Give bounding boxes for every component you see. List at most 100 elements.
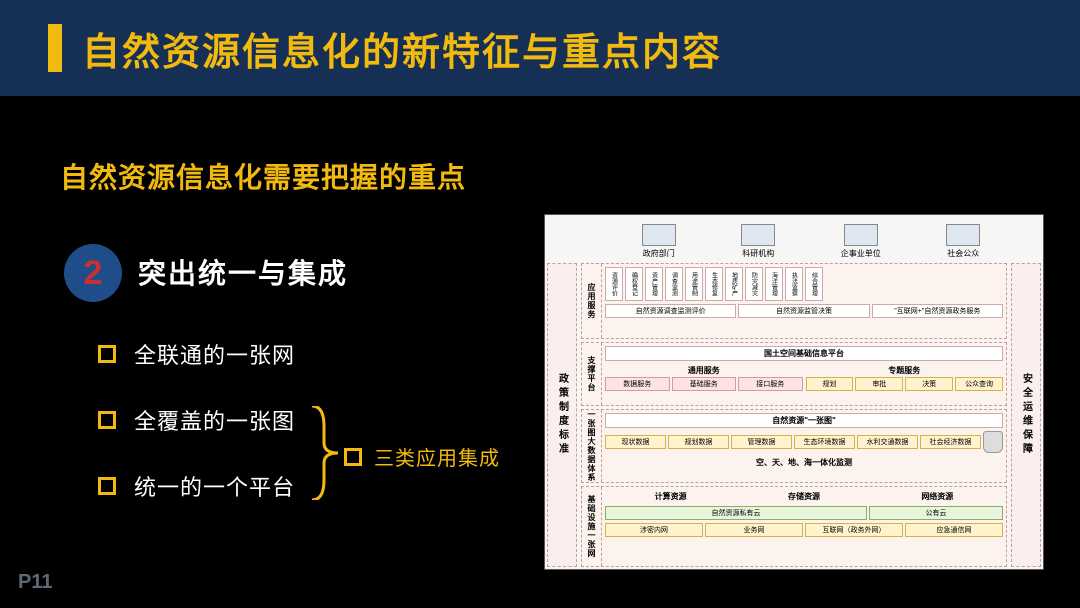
bullet-square-icon [98, 477, 116, 495]
actor-label: 社会公众 [947, 249, 979, 258]
chip: 业务网 [705, 523, 803, 537]
chip: 自然资源调查监测评价 [605, 304, 736, 318]
cloud-box: 自然资源私有云 [605, 506, 867, 520]
bullet-text: 统一的一个平台 [134, 470, 295, 502]
slide: 自然资源信息化的新特征与重点内容 自然资源信息化需要把握的重点 2 突出统一与集… [0, 0, 1080, 608]
aside-text: 三类应用集成 [374, 442, 500, 471]
subgroup: 专题服务 规划 审批 决策 公众查询 [806, 364, 1004, 391]
half-row: 通用服务 数据服务 基础服务 接口服务 专题服务 [605, 364, 1003, 391]
subtitle: 自然资源信息化需要把握的重点 [60, 156, 466, 196]
chip: 基础服务 [672, 377, 737, 391]
chip: 涉密内网 [605, 523, 703, 537]
layer-body: 国土空间基础信息平台 通用服务 数据服务 基础服务 接口服务 [602, 343, 1006, 405]
chip: "互联网+"自然资源政务服务 [872, 304, 1003, 318]
chip: 调查监测 [665, 267, 683, 301]
chip: 用途管制 [685, 267, 703, 301]
layer-title: 自然资源"一张图" [605, 413, 1003, 428]
architecture-diagram: 政府部门 科研机构 企事业单位 社会公众 政策制度标准 应用服务 资源评价 确权… [544, 214, 1044, 570]
diagram-center: 应用服务 资源评价 确权登记 资产管理 调查监测 用途管制 生态修复 地质矿产 … [579, 261, 1009, 569]
left-pillar: 政策制度标准 [547, 263, 577, 567]
bullet-square-icon [98, 411, 116, 429]
diagram-actors-row: 政府部门 科研机构 企事业单位 社会公众 [545, 215, 1043, 261]
chip: 数据服务 [605, 377, 670, 391]
page-number: P11 [18, 571, 52, 594]
layer-footer: 空、天、地、海一体化监测 [605, 456, 1003, 469]
database-icon [983, 431, 1003, 453]
layer-label: 支撑平台 [582, 343, 602, 405]
actor-label: 政府部门 [643, 249, 675, 258]
layer-body: 计算资源 存储资源 网络资源 自然资源私有云 公有云 涉密内网 业务网 [602, 487, 1006, 566]
bullet-item: 统一的一个平台 [98, 470, 295, 502]
subgroup-title: 通用服务 [605, 364, 803, 377]
actor: 政府部门 [642, 224, 676, 259]
bullet-square-icon [344, 448, 362, 466]
actor-label: 科研机构 [742, 249, 774, 258]
cloud-box: 公有云 [869, 506, 1003, 520]
point-number-badge: 2 [64, 244, 122, 302]
subgroup-title: 专题服务 [806, 364, 1004, 377]
chip: 互联网（政务外网） [805, 523, 903, 537]
actor: 科研机构 [741, 224, 775, 259]
header: 自然资源信息化的新特征与重点内容 [0, 0, 1080, 96]
chip-row: 规划 审批 决策 公众查询 [806, 377, 1004, 391]
chip: 地质矿产 [725, 267, 743, 301]
chip-row: 自然资源私有云 公有云 [605, 506, 1003, 520]
bullet-item: 全覆盖的一张图 [98, 404, 295, 436]
chip: 社会经济数据 [920, 435, 981, 449]
bullet-square-icon [98, 345, 116, 363]
point-title: 突出统一与集成 [138, 252, 348, 292]
chip-row: 计算资源 存储资源 网络资源 [605, 490, 1003, 503]
right-pillar: 安全运维保障 [1011, 263, 1041, 567]
chip-row: 涉密内网 业务网 互联网（政务外网） 应急通信网 [605, 523, 1003, 537]
bullet-text: 全联通的一张网 [134, 338, 295, 370]
chip: 防灾减灾 [745, 267, 763, 301]
chip: 确权登记 [625, 267, 643, 301]
chip: 海洋管理 [765, 267, 783, 301]
layer-platform: 支撑平台 国土空间基础信息平台 通用服务 数据服务 基础服务 接口服务 [581, 342, 1007, 406]
resource-head: 计算资源 [605, 490, 736, 503]
layer-app-services: 应用服务 资源评价 确权登记 资产管理 调查监测 用途管制 生态修复 地质矿产 … [581, 263, 1007, 339]
layer-body: 自然资源"一张图" 现状数据 规划数据 管理数据 生态环境数据 水利交通数据 社… [602, 410, 1006, 482]
layer-label: 应用服务 [582, 264, 602, 338]
chip: 水利交通数据 [857, 435, 918, 449]
chip: 自然资源监管决策 [738, 304, 869, 318]
resource-head: 网络资源 [872, 490, 1003, 503]
chip: 资源评价 [605, 267, 623, 301]
chip: 生态环境数据 [794, 435, 855, 449]
actor-icon [844, 224, 878, 246]
chip: 资产管理 [645, 267, 663, 301]
resource-head: 存储资源 [738, 490, 869, 503]
chip: 现状数据 [605, 435, 666, 449]
actor: 企事业单位 [841, 224, 881, 259]
chip-row: 数据服务 基础服务 接口服务 [605, 377, 803, 391]
actor-icon [642, 224, 676, 246]
layer-title: 国土空间基础信息平台 [605, 346, 1003, 361]
actor-icon [946, 224, 980, 246]
slide-title: 自然资源信息化的新特征与重点内容 [82, 21, 722, 76]
body: 自然资源信息化需要把握的重点 2 突出统一与集成 全联通的一张网 全覆盖的一张图… [0, 96, 1080, 608]
layer-label: 一张图大数据体系 [582, 410, 602, 482]
bullet-item: 全联通的一张网 [98, 338, 295, 370]
layer-onemap: 一张图大数据体系 自然资源"一张图" 现状数据 规划数据 管理数据 生态环境数据… [581, 409, 1007, 483]
chip-row: 现状数据 规划数据 管理数据 生态环境数据 水利交通数据 社会经济数据 [605, 431, 1003, 453]
layer-label: 基础设施一张网 [582, 487, 602, 566]
chip-row: 资源评价 确权登记 资产管理 调查监测 用途管制 生态修复 地质矿产 防灾减灾 … [605, 267, 1003, 301]
layer-body: 资源评价 确权登记 资产管理 调查监测 用途管制 生态修复 地质矿产 防灾减灾 … [602, 264, 1006, 338]
chip: 执法监察 [785, 267, 803, 301]
accent-bar [48, 24, 62, 72]
bracket-icon [310, 406, 340, 500]
bullet-text: 全覆盖的一张图 [134, 404, 295, 436]
chip: 生态修复 [705, 267, 723, 301]
subgroup: 通用服务 数据服务 基础服务 接口服务 [605, 364, 803, 391]
actor: 社会公众 [946, 224, 980, 259]
chip: 公众查询 [955, 377, 1003, 391]
chip: 规划 [806, 377, 854, 391]
actor-icon [741, 224, 775, 246]
chip: 应急通信网 [905, 523, 1003, 537]
diagram-main: 政策制度标准 应用服务 资源评价 确权登记 资产管理 调查监测 用途管制 [545, 261, 1043, 569]
chip: 综合管理 [805, 267, 823, 301]
chip: 决策 [905, 377, 953, 391]
layer-infra: 基础设施一张网 计算资源 存储资源 网络资源 自然资源私有云 公有云 [581, 486, 1007, 567]
bullet-list: 全联通的一张网 全覆盖的一张图 统一的一个平台 [98, 338, 295, 502]
chip-row: 自然资源调查监测评价 自然资源监管决策 "互联网+"自然资源政务服务 [605, 304, 1003, 318]
